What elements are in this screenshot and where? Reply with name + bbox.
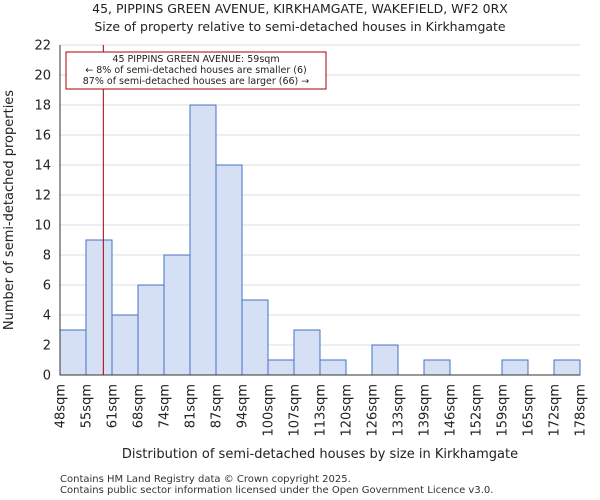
histogram-bar — [59, 329, 87, 376]
annotation-box — [65, 51, 327, 90]
x-tick-label: 133sqm — [392, 384, 407, 437]
x-tick-label: 55sqm — [80, 384, 95, 428]
x-tick-label: 74sqm — [158, 384, 173, 428]
histogram-bar — [111, 314, 139, 376]
histogram-bar — [85, 239, 113, 376]
x-tick-label: 139sqm — [418, 384, 433, 437]
histogram-bar — [501, 359, 529, 376]
histogram-bar — [137, 284, 165, 376]
y-tick-label: 12 — [34, 189, 51, 204]
histogram-bar — [293, 329, 321, 376]
histogram-bar — [163, 254, 191, 376]
y-tick-label: 6 — [43, 279, 51, 294]
histogram-bar — [189, 104, 217, 376]
x-tick-label: 68sqm — [132, 384, 147, 428]
x-tick-label: 159sqm — [496, 384, 511, 437]
y-tick-label: 8 — [43, 249, 51, 264]
footer-copyright: Contains HM Land Registry data © Crown c… — [60, 474, 351, 485]
x-tick-label: 165sqm — [522, 384, 537, 437]
footer-licence: Contains public sector information licen… — [60, 485, 494, 496]
x-tick-label: 113sqm — [314, 384, 329, 437]
x-tick-label: 81sqm — [184, 384, 199, 428]
y-tick-label: 4 — [43, 309, 51, 324]
x-tick-label: 126sqm — [366, 384, 381, 437]
chart-title-line1: 45, PIPPINS GREEN AVENUE, KIRKHAMGATE, W… — [92, 1, 508, 16]
histogram-bar — [371, 344, 399, 376]
histogram-bar — [319, 359, 347, 376]
x-tick-label: 178sqm — [574, 384, 589, 437]
x-tick-label: 100sqm — [262, 384, 277, 437]
x-tick-label: 172sqm — [548, 384, 563, 437]
y-tick-label: 2 — [43, 339, 51, 354]
histogram-bar — [553, 359, 581, 376]
x-tick-label: 48sqm — [54, 384, 69, 428]
x-tick-label: 120sqm — [340, 384, 355, 437]
y-tick-label: 0 — [43, 369, 51, 384]
x-tick-label: 87sqm — [210, 384, 225, 428]
y-tick-label: 10 — [34, 219, 51, 234]
y-tick-label: 18 — [34, 99, 51, 114]
x-tick-label: 152sqm — [470, 384, 485, 437]
x-tick-label: 61sqm — [106, 384, 121, 428]
histogram-bar — [423, 359, 451, 376]
y-tick-label: 20 — [34, 69, 51, 84]
annotation-line-address: 45 PIPPINS GREEN AVENUE: 59sqm — [112, 54, 279, 65]
x-tick-label: 107sqm — [288, 384, 303, 437]
histogram-bar — [241, 299, 269, 376]
chart-title-line2: Size of property relative to semi-detach… — [94, 19, 506, 34]
histogram-bar — [215, 164, 243, 376]
y-tick-label: 14 — [34, 159, 51, 174]
x-axis-title: Distribution of semi-detached houses by … — [122, 447, 518, 462]
annotation-line-smaller: ← 8% of semi-detached houses are smaller… — [85, 65, 306, 76]
y-tick-label: 16 — [34, 129, 51, 144]
y-axis-title: Number of semi-detached properties — [2, 90, 17, 330]
x-tick-label: 146sqm — [444, 384, 459, 437]
y-tick-label: 22 — [34, 39, 51, 54]
histogram-bar — [267, 359, 295, 376]
annotation-line-larger: 87% of semi-detached houses are larger (… — [83, 76, 310, 87]
x-tick-label: 94sqm — [236, 384, 251, 428]
